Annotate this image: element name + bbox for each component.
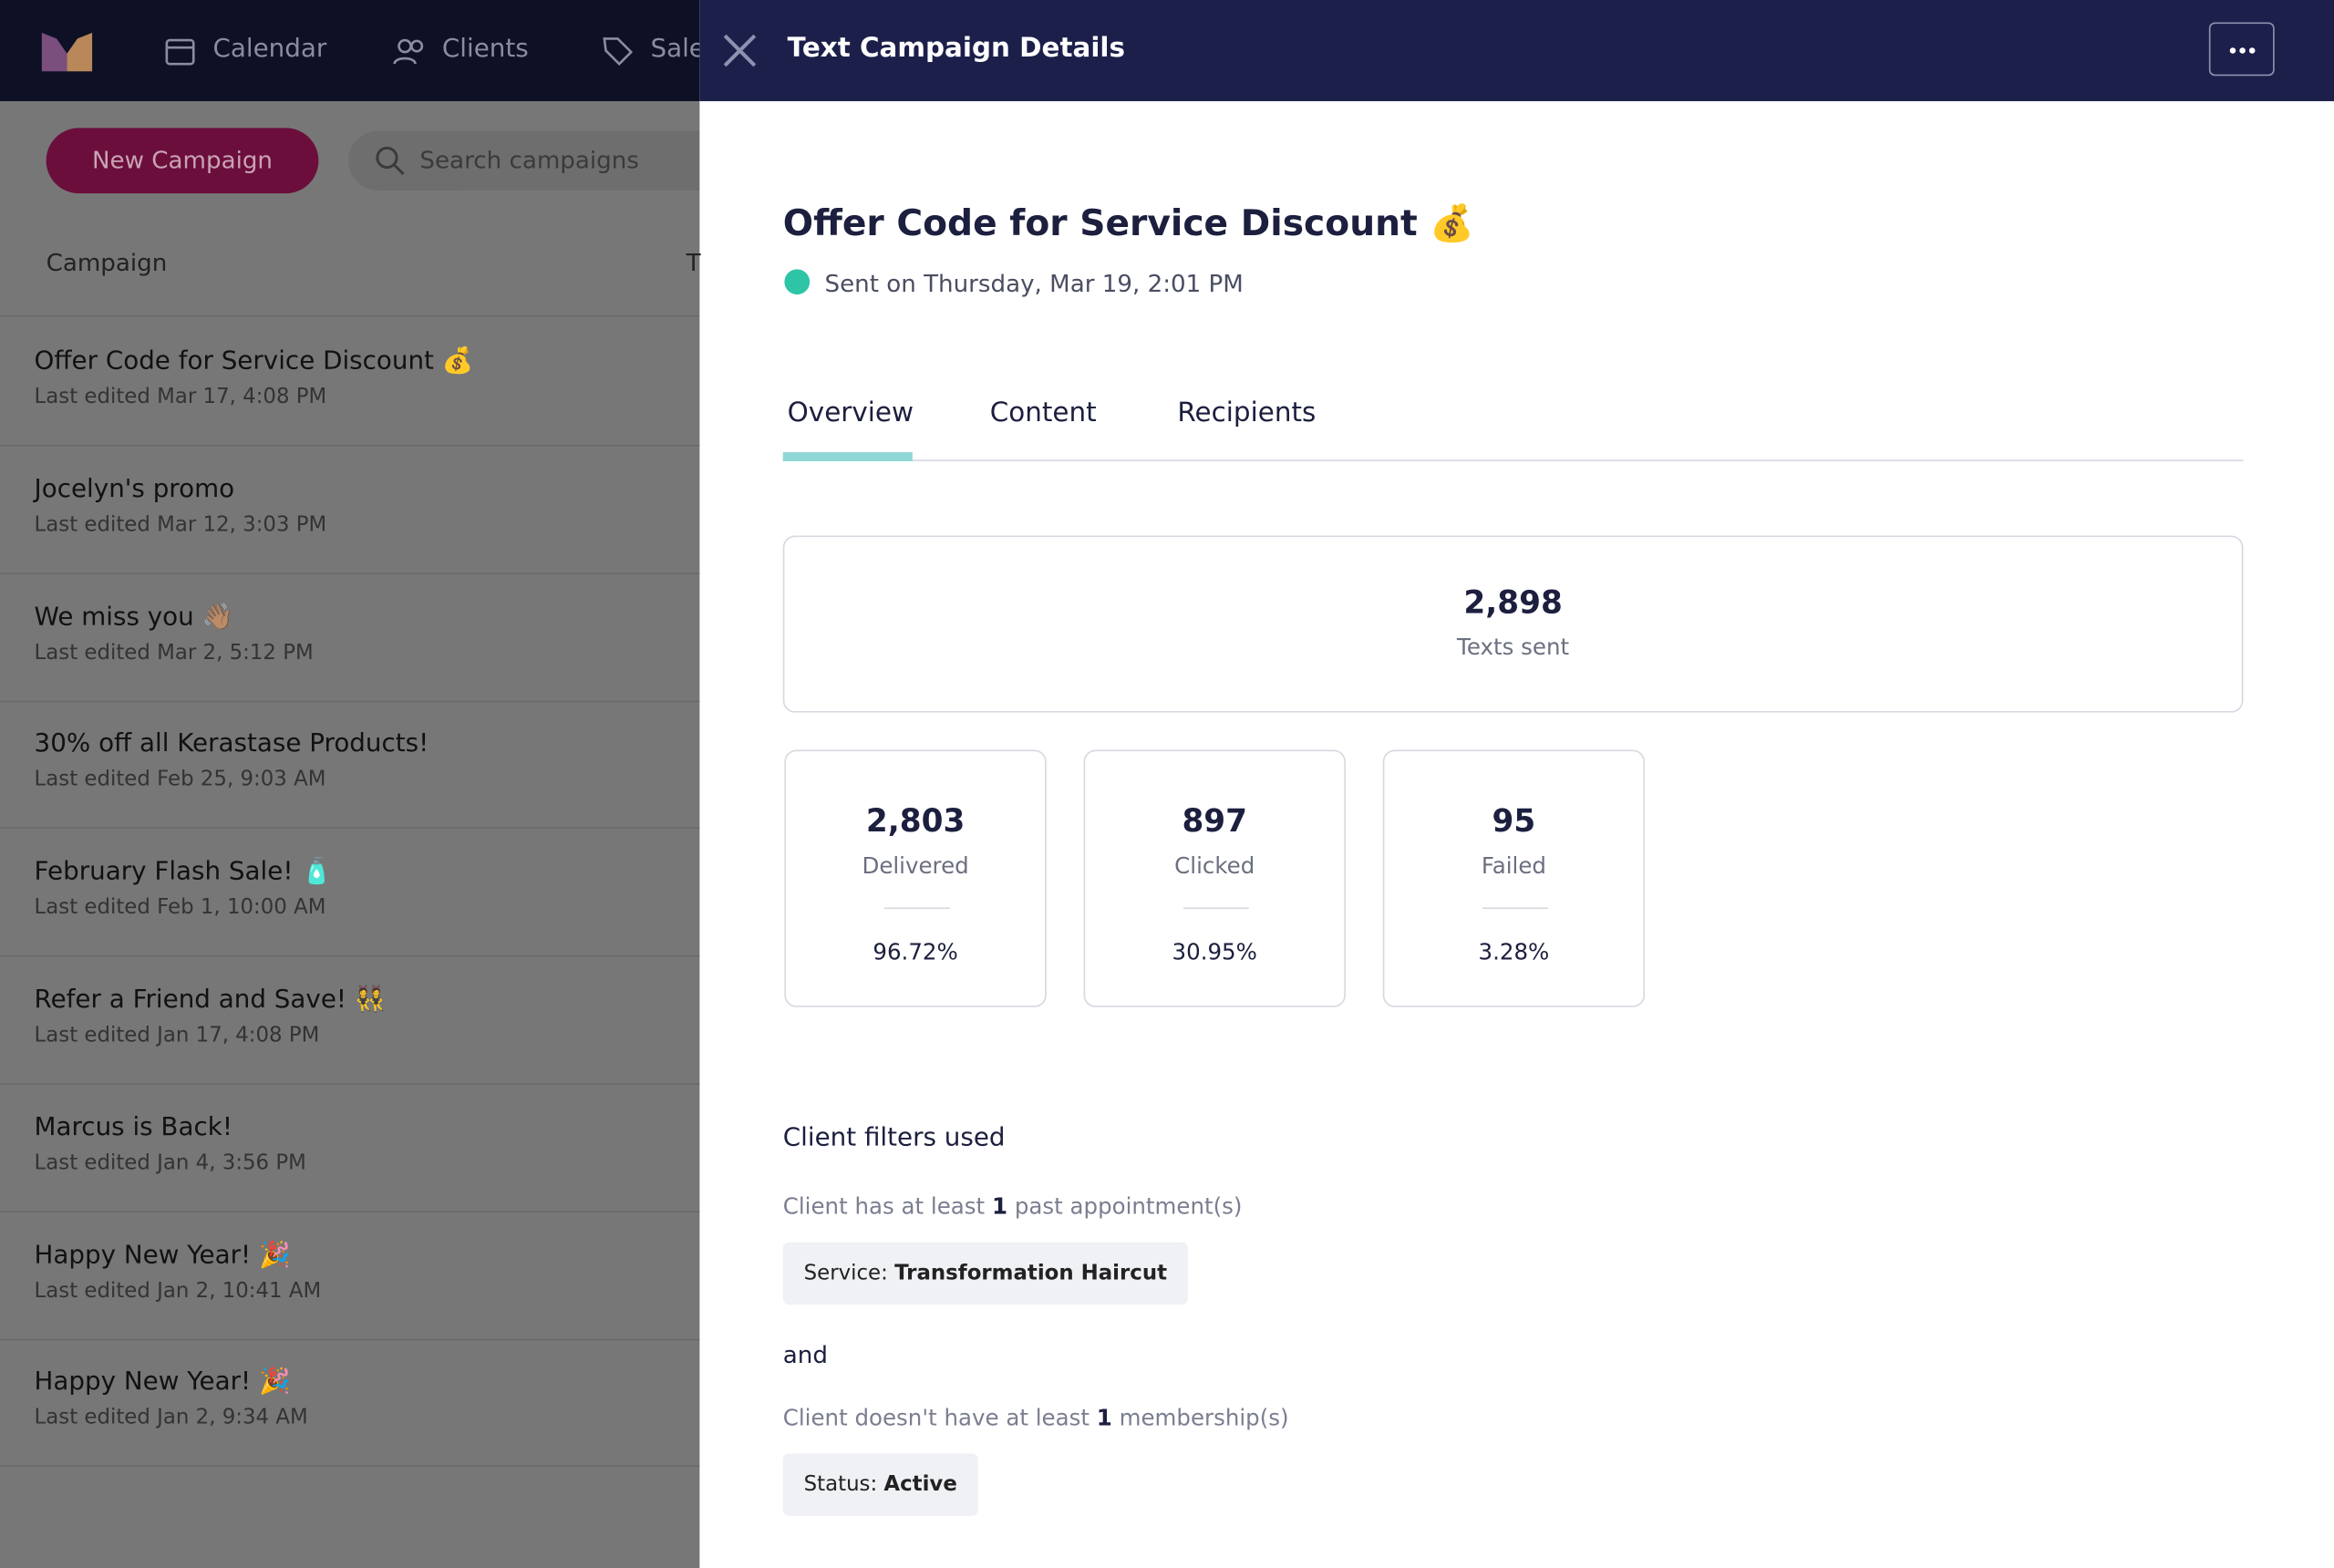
- campaign-edited: Last edited Jan 17, 4:08 PM: [34, 1023, 320, 1047]
- stat-value: 897: [1182, 803, 1248, 840]
- stat-label: Failed: [1481, 852, 1546, 880]
- nav-icon: [603, 37, 634, 67]
- column-header: T: [686, 248, 701, 277]
- chip-value: Active: [883, 1472, 957, 1497]
- stat-value: 95: [1492, 803, 1536, 840]
- search-icon: [376, 146, 405, 175]
- campaign-row[interactable]: Offer Code for Service Discount 💰 Last ed…: [0, 317, 700, 447]
- campaign-edited: Last edited Mar 12, 3:03 PM: [34, 512, 327, 537]
- campaign-name: Refer a Friend and Save! 👯: [34, 985, 387, 1015]
- campaign-row[interactable]: Refer a Friend and Save! 👯 Last edited Ja…: [0, 955, 700, 1085]
- chip-key: Status:: [803, 1472, 878, 1497]
- filter-suffix: past appointment(s): [1014, 1192, 1243, 1221]
- search-placeholder: Search campaigns: [419, 145, 639, 174]
- filter-prefix: Client doesn't have at least: [782, 1404, 1090, 1431]
- stat-divider: [1482, 907, 1548, 910]
- campaign-name: Marcus is Back!: [34, 1112, 232, 1142]
- stat-card: 897 Clicked 30.95%: [1083, 749, 1346, 1007]
- total-label: Texts sent: [1457, 634, 1570, 661]
- nav-icon: [393, 38, 424, 65]
- campaign-edited: Last edited Jan 2, 9:34 AM: [34, 1406, 308, 1430]
- campaign-row[interactable]: Happy New Year! 🎉 Last edited Jan 2, 9:34…: [0, 1338, 700, 1468]
- campaign-name: Happy New Year! 🎉: [34, 1240, 291, 1270]
- filter-prefix: Client has at least: [782, 1192, 986, 1221]
- campaign-row[interactable]: Marcus is Back! Last edited Jan 4, 3:56 P…: [0, 1083, 700, 1212]
- filter-chip: Service: Transformation Haircut: [782, 1242, 1188, 1305]
- tab[interactable]: Recipients: [1177, 397, 1317, 428]
- stat-card: 95 Failed 3.28%: [1382, 749, 1646, 1007]
- chip-key: Service:: [803, 1261, 888, 1285]
- campaign-edited: Last edited Feb 1, 10:00 AM: [34, 895, 326, 920]
- tab[interactable]: Content: [989, 397, 1097, 428]
- campaign-title: Offer Code for Service Discount 💰: [782, 201, 1475, 244]
- filter-count: 1: [1096, 1404, 1112, 1431]
- campaign-row[interactable]: Jocelyn's promo Last edited Mar 12, 3:03 …: [0, 445, 700, 574]
- filter-chip: Status: Active: [782, 1453, 978, 1516]
- campaign-name: February Flash Sale! 🧴: [34, 857, 333, 887]
- tab-divider: [782, 459, 2244, 461]
- campaign-name: Offer Code for Service Discount 💰: [34, 346, 474, 377]
- campaign-name: Happy New Year! 🎉: [34, 1367, 291, 1398]
- filter-rule: Client has at least 1 past appointment(s…: [783, 1193, 1243, 1220]
- tab-indicator: [782, 452, 913, 461]
- campaign-name: Jocelyn's promo: [34, 474, 235, 504]
- stat-label: Clicked: [1174, 852, 1255, 880]
- campaign-edited: Last edited Mar 17, 4:08 PM: [34, 385, 327, 409]
- campaign-name: We miss you 👋🏽: [34, 602, 234, 632]
- details-panel: Text Campaign Details Offer Code for Ser…: [699, 0, 2334, 1568]
- campaign-row[interactable]: February Flash Sale! 🧴 Last edited Feb 1,…: [0, 828, 700, 957]
- nav-item[interactable]: Clients: [441, 34, 529, 65]
- campaign-name: 30% off all Kerastase Products!: [34, 729, 429, 759]
- status-dot: [784, 269, 811, 295]
- stat-percent: 96.72%: [873, 938, 958, 966]
- filter-rule: Client doesn't have at least 1 membershi…: [783, 1404, 1289, 1430]
- campaign-row[interactable]: Happy New Year! 🎉 Last edited Jan 2, 10:4…: [0, 1211, 700, 1340]
- stat-label: Delivered: [862, 852, 969, 880]
- campaign-row[interactable]: 30% off all Kerastase Products! Last edit…: [0, 700, 700, 830]
- total-card: 2,898 Texts sent: [782, 535, 2244, 713]
- column-header: Campaign: [46, 248, 168, 277]
- campaign-edited: Last edited Mar 2, 5:12 PM: [34, 640, 314, 665]
- total-value: 2,898: [1463, 584, 1563, 621]
- filter-suffix: membership(s): [1119, 1404, 1289, 1431]
- stat-value: 2,803: [865, 803, 966, 840]
- filter-connector: and: [782, 1340, 828, 1369]
- campaign-edited: Last edited Jan 4, 3:56 PM: [34, 1150, 306, 1175]
- search-input[interactable]: Search campaigns: [348, 130, 736, 191]
- campaign-edited: Last edited Jan 2, 10:41 AM: [34, 1278, 322, 1303]
- status-text: Sent on Thursday, Mar 19, 2:01 PM: [824, 269, 1244, 298]
- stat-percent: 3.28%: [1478, 938, 1550, 966]
- filter-count: 1: [991, 1192, 1008, 1221]
- tab[interactable]: Overview: [787, 397, 914, 428]
- stat-divider: [1182, 907, 1249, 910]
- nav-item[interactable]: Sale: [650, 34, 705, 65]
- divider: [0, 315, 700, 317]
- logo: [41, 32, 93, 72]
- more-icon: [2229, 47, 2256, 54]
- panel-header: Text Campaign Details: [699, 0, 2334, 101]
- campaign-edited: Last edited Feb 25, 9:03 AM: [34, 768, 326, 792]
- stat-percent: 30.95%: [1172, 938, 1257, 966]
- close-button[interactable]: [723, 34, 757, 67]
- top-bar: Calendar Clients Sale: [0, 0, 705, 101]
- stat-card: 2,803 Delivered 96.72%: [784, 749, 1047, 1007]
- nav-item[interactable]: Calendar: [212, 34, 327, 65]
- new-campaign-button[interactable]: New Campaign: [46, 128, 319, 194]
- stat-divider: [883, 907, 950, 910]
- chip-value: Transformation Haircut: [894, 1261, 1168, 1285]
- filters-title: Client filters used: [782, 1123, 1006, 1153]
- panel-title: Text Campaign Details: [787, 32, 1125, 65]
- campaign-row[interactable]: We miss you 👋🏽 Last edited Mar 2, 5:12 PM: [0, 573, 700, 702]
- more-button[interactable]: [2208, 22, 2275, 77]
- nav-icon: [165, 38, 195, 66]
